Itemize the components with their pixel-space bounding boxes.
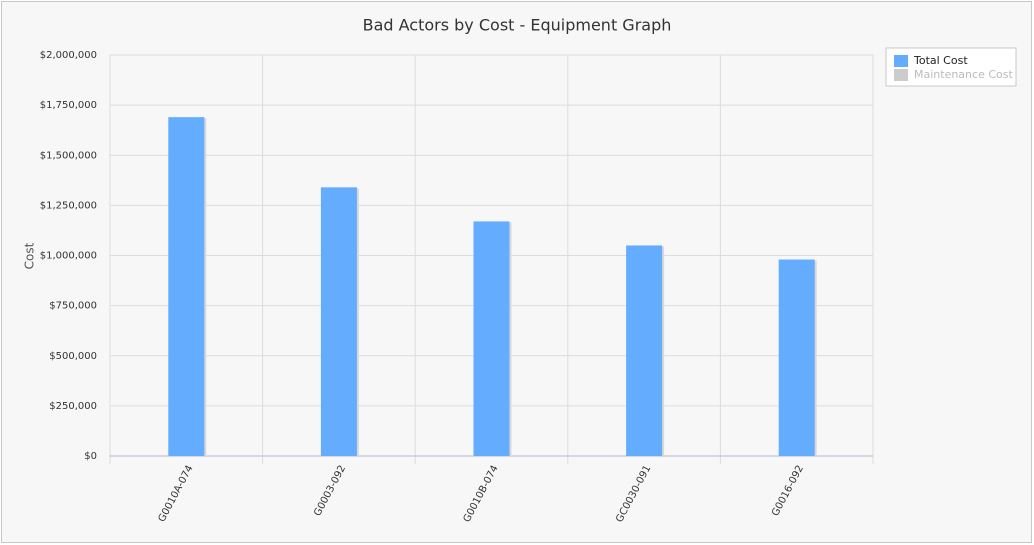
- y-tick-label: $250,000: [49, 401, 97, 412]
- legend-swatch: [894, 55, 908, 67]
- y-tick-label: $500,000: [49, 351, 97, 362]
- y-tick-label: $2,000,000: [40, 50, 97, 61]
- y-axis-label: Cost: [23, 242, 37, 269]
- bar: [778, 259, 815, 456]
- legend-swatch: [894, 69, 908, 81]
- y-tick-label: $0: [84, 451, 97, 462]
- y-tick-label: $1,000,000: [40, 251, 97, 262]
- y-tick-label: $1,250,000: [40, 200, 97, 211]
- chart-title: Bad Actors by Cost - Equipment Graph: [363, 16, 672, 35]
- bar: [320, 187, 357, 456]
- y-tick-label: $1,750,000: [40, 100, 97, 111]
- legend-label: Maintenance Cost: [914, 68, 1013, 81]
- bar: [473, 221, 510, 456]
- bar: [626, 245, 663, 456]
- y-tick-label: $1,500,000: [40, 150, 97, 161]
- y-tick-label: $750,000: [49, 301, 97, 312]
- legend-label: Total Cost: [913, 54, 968, 67]
- bar: [168, 117, 205, 456]
